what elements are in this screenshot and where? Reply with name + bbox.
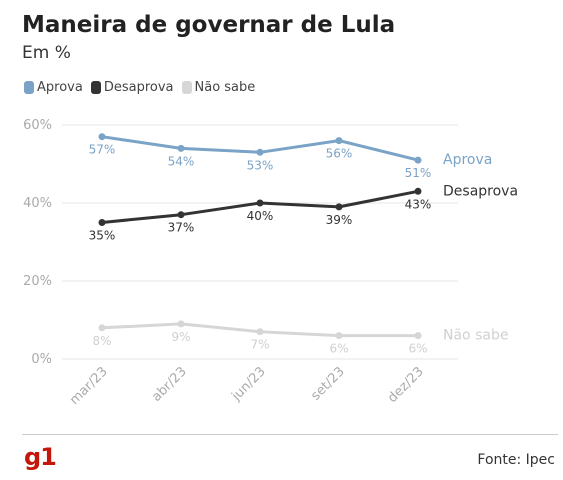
legend-swatch-aprova — [24, 81, 34, 94]
data-label: 37% — [168, 221, 195, 235]
data-point — [98, 219, 106, 226]
legend: Aprova Desaprova Não sabe — [24, 80, 263, 95]
series-line — [100, 135, 420, 162]
legend-label-nao-sabe: Não sabe — [194, 80, 256, 95]
data-point — [414, 156, 422, 164]
data-label: 8% — [92, 334, 111, 348]
source-note: Fonte: Ipec — [477, 452, 555, 468]
data-label: 6% — [329, 342, 348, 356]
x-tick-label: jun/23 — [229, 364, 269, 404]
data-label: 51% — [405, 166, 432, 180]
data-label: 56% — [326, 147, 353, 161]
y-tick-label: 0% — [31, 352, 52, 367]
legend-swatch-nao-sabe — [181, 81, 192, 94]
data-point — [177, 320, 185, 328]
data-point — [256, 148, 264, 156]
g1-logo: g1 — [24, 443, 57, 471]
legend-label-aprova: Aprova — [37, 80, 83, 95]
y-tick-label: 40% — [23, 196, 52, 211]
legend-item-nao-sabe: Não sabe — [181, 80, 256, 95]
legend-item-aprova: Aprova — [24, 80, 83, 95]
data-point — [335, 137, 343, 145]
data-label: 53% — [247, 158, 274, 172]
legend-label-desaprova: Desaprova — [103, 80, 174, 95]
series-end-label: Desaprova — [443, 183, 518, 199]
data-point — [256, 199, 264, 207]
data-point — [256, 328, 264, 336]
data-point — [177, 211, 185, 219]
series-end-label: Não sabe — [443, 328, 508, 344]
data-label: 40% — [247, 209, 274, 223]
data-point — [98, 324, 106, 332]
data-label: 9% — [171, 330, 190, 344]
series-end-label: Aprova — [443, 152, 492, 168]
data-label: 6% — [408, 342, 427, 356]
x-tick-label: abr/23 — [149, 364, 190, 405]
data-point — [414, 187, 422, 195]
data-label: 35% — [89, 229, 116, 243]
footer-divider — [22, 434, 558, 435]
data-label: 54% — [168, 154, 195, 168]
data-point — [98, 133, 106, 141]
data-label: 43% — [405, 197, 432, 211]
data-label: 39% — [326, 213, 353, 227]
data-label: 57% — [89, 143, 116, 157]
data-point — [335, 332, 343, 340]
legend-swatch-desaprova — [90, 81, 101, 94]
data-point — [177, 144, 185, 152]
chart-title: Maneira de governar de Lula — [22, 12, 396, 38]
legend-item-desaprova: Desaprova — [90, 80, 174, 95]
y-tick-label: 20% — [23, 274, 52, 289]
data-label: 7% — [250, 338, 269, 352]
data-point — [414, 332, 422, 340]
x-tick-label: dez/23 — [385, 364, 427, 406]
y-tick-label: 60% — [23, 118, 52, 133]
data-point — [335, 203, 343, 211]
x-tick-label: set/23 — [308, 364, 347, 403]
x-tick-label: mar/23 — [67, 364, 111, 408]
chart-subtitle: Em % — [22, 43, 71, 63]
